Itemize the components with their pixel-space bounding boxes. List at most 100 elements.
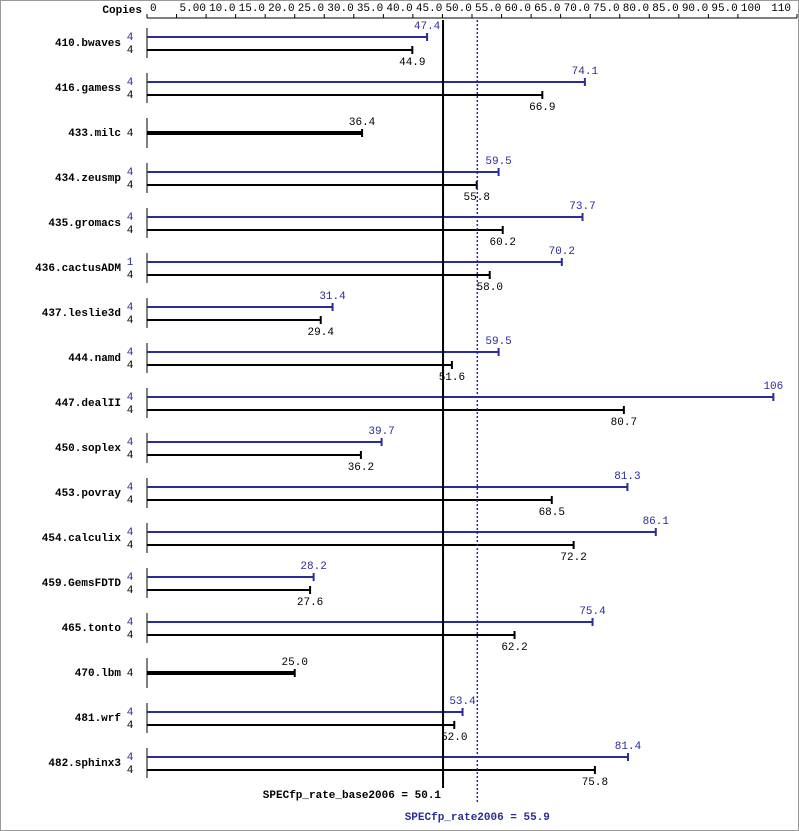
value-label: 72.2 xyxy=(560,552,586,564)
x-tick-label: 75.0 xyxy=(593,3,619,15)
category-label: 437.leslie3d xyxy=(42,308,121,320)
value-label: 86.1 xyxy=(643,516,670,528)
value-label: 47.4 xyxy=(414,21,441,33)
x-tick-label: 5.00 xyxy=(180,3,206,15)
category-label: 434.zeusmp xyxy=(55,173,121,185)
copies-label: 4 xyxy=(127,630,134,642)
copies-label: 4 xyxy=(127,128,134,140)
copies-label: 4 xyxy=(127,167,134,179)
x-tick-label: 55.0 xyxy=(475,3,501,15)
value-label: 29.4 xyxy=(308,327,335,339)
copies-label: 4 xyxy=(127,495,134,507)
value-label: 75.8 xyxy=(582,777,608,789)
category-label: 435.gromacs xyxy=(48,218,121,230)
copies-label: 4 xyxy=(127,77,134,89)
x-tick-label: 50.0 xyxy=(445,3,471,15)
category-label: 450.soplex xyxy=(55,443,121,455)
value-label: 58.0 xyxy=(477,282,503,294)
category-label: 444.namd xyxy=(68,353,121,365)
x-tick-label: 15.0 xyxy=(239,3,265,15)
copies-label: 4 xyxy=(127,707,134,719)
copies-label: 4 xyxy=(127,225,134,237)
copies-label: 4 xyxy=(127,212,134,224)
copies-label: 4 xyxy=(127,752,134,764)
x-tick-label: 40.0 xyxy=(386,3,412,15)
value-label: 59.5 xyxy=(485,336,511,348)
copies-label: 1 xyxy=(127,257,134,269)
copies-label: 4 xyxy=(127,720,134,732)
x-tick-label: 110 xyxy=(771,3,791,15)
category-label: 433.milc xyxy=(68,128,121,140)
axis-title: Copies xyxy=(102,5,142,17)
x-tick-label: 0 xyxy=(150,3,157,15)
copies-label: 4 xyxy=(127,392,134,404)
value-label: 106 xyxy=(763,381,783,393)
category-label: 436.cactusADM xyxy=(35,263,121,275)
copies-label: 4 xyxy=(127,32,134,44)
copies-label: 4 xyxy=(127,405,134,417)
x-tick-label: 100 xyxy=(741,3,761,15)
copies-label: 4 xyxy=(127,527,134,539)
value-label: 62.2 xyxy=(501,642,527,654)
x-tick-label: 60.0 xyxy=(505,3,531,15)
copies-label: 4 xyxy=(127,45,134,57)
copies-label: 4 xyxy=(127,270,134,282)
value-label: 59.5 xyxy=(485,156,511,168)
value-label: 31.4 xyxy=(319,291,346,303)
value-label: 68.5 xyxy=(539,507,565,519)
value-label: 66.9 xyxy=(529,102,555,114)
category-label: 454.calculix xyxy=(42,533,122,545)
x-tick-label: 25.0 xyxy=(298,3,324,15)
copies-label: 4 xyxy=(127,347,134,359)
copies-label: 4 xyxy=(127,450,134,462)
x-tick-label: 45.0 xyxy=(416,3,442,15)
value-label: 80.7 xyxy=(611,417,637,429)
reference-label: SPECfp_rate2006 = 55.9 xyxy=(405,812,550,824)
x-tick-label: 85.0 xyxy=(652,3,678,15)
value-label: 81.3 xyxy=(614,471,640,483)
category-label: 465.tonto xyxy=(62,623,122,635)
category-label: 470.lbm xyxy=(75,668,122,680)
category-label: 410.bwaves xyxy=(55,38,121,50)
copies-label: 4 xyxy=(127,302,134,314)
value-label: 25.0 xyxy=(282,657,308,669)
value-label: 53.4 xyxy=(449,696,476,708)
value-label: 36.4 xyxy=(349,117,376,129)
value-label: 28.2 xyxy=(300,561,326,573)
x-tick-label: 90.0 xyxy=(682,3,708,15)
copies-label: 4 xyxy=(127,437,134,449)
x-tick-label: 20.0 xyxy=(268,3,294,15)
x-tick-label: 30.0 xyxy=(327,3,353,15)
category-label: 459.GemsFDTD xyxy=(42,578,122,590)
x-tick-label: 35.0 xyxy=(357,3,383,15)
copies-label: 4 xyxy=(127,765,134,777)
x-tick-label: 80.0 xyxy=(623,3,649,15)
reference-label: SPECfp_rate_base2006 = 50.1 xyxy=(263,790,442,802)
value-label: 74.1 xyxy=(572,66,599,78)
copies-label: 4 xyxy=(127,90,134,102)
category-label: 481.wrf xyxy=(75,713,122,725)
value-label: 44.9 xyxy=(399,57,425,69)
copies-label: 4 xyxy=(127,482,134,494)
value-label: 73.7 xyxy=(569,201,595,213)
value-label: 39.7 xyxy=(368,426,394,438)
category-label: 447.dealII xyxy=(55,398,121,410)
value-label: 27.6 xyxy=(297,597,323,609)
value-label: 51.6 xyxy=(439,372,465,384)
copies-label: 4 xyxy=(127,617,134,629)
x-tick-label: 95.0 xyxy=(711,3,737,15)
value-label: 81.4 xyxy=(615,741,642,753)
category-label: 482.sphinx3 xyxy=(48,758,121,770)
copies-label: 4 xyxy=(127,572,134,584)
value-label: 36.2 xyxy=(348,462,374,474)
copies-label: 4 xyxy=(127,585,134,597)
category-label: 416.gamess xyxy=(55,83,121,95)
value-label: 75.4 xyxy=(579,606,606,618)
category-label: 453.povray xyxy=(55,488,121,500)
copies-label: 4 xyxy=(127,540,134,552)
x-tick-label: 65.0 xyxy=(534,3,560,15)
copies-label: 4 xyxy=(127,360,134,372)
x-tick-label: 10.0 xyxy=(209,3,235,15)
